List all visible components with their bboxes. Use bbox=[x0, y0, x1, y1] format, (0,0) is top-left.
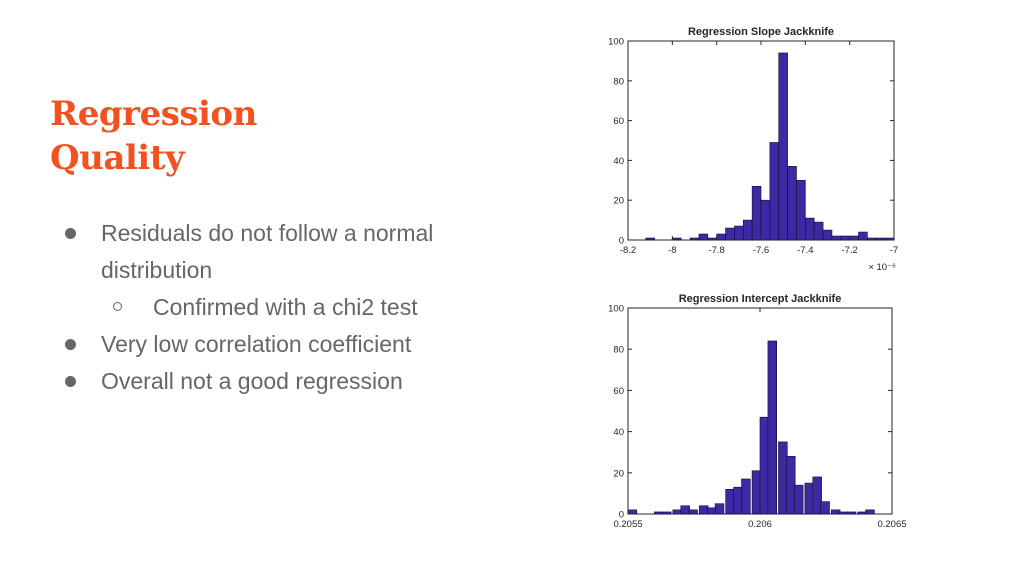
histogram-bar bbox=[822, 229, 833, 241]
bullet-text: Confirmed with a chi2 test bbox=[153, 294, 418, 320]
bullet-text: Very low correlation coefficient bbox=[101, 331, 412, 357]
x-tick-label: -7.8 bbox=[708, 245, 724, 256]
histogram-bar bbox=[645, 237, 655, 241]
histogram-bar bbox=[725, 488, 735, 515]
x-tick-label: -7 bbox=[890, 245, 898, 256]
intercept-jackknife-histogram: Regression Intercept Jackknife 0 20 40 60 80 1… bbox=[608, 293, 906, 530]
histogram-bar bbox=[716, 233, 726, 241]
slide-title: Regression Quality bbox=[50, 92, 350, 180]
histogram-bar bbox=[707, 237, 717, 241]
histogram-bar bbox=[794, 484, 804, 515]
histogram-bar bbox=[741, 478, 751, 515]
title-line-1: Regression bbox=[50, 94, 257, 134]
x-tick-label: -7.4 bbox=[797, 245, 813, 256]
histogram-bar bbox=[838, 511, 849, 515]
histogram-bar bbox=[706, 507, 717, 515]
chart-title: Regression Intercept Jackknife bbox=[679, 293, 842, 305]
x-tick-label: 0.2055 bbox=[613, 519, 642, 530]
y-tick-label: 0 bbox=[619, 510, 624, 521]
histogram-bar bbox=[714, 503, 725, 515]
histogram-bar bbox=[698, 233, 709, 241]
y-tick-label: 60 bbox=[613, 116, 624, 127]
bullet-item: Residuals do not follow a normal distrib… bbox=[60, 215, 520, 289]
histogram-bar bbox=[778, 441, 788, 515]
histogram-bar bbox=[796, 180, 806, 241]
histogram-bar bbox=[840, 235, 850, 241]
histogram-bar bbox=[672, 509, 682, 515]
histogram-bar bbox=[857, 511, 867, 515]
x-tick-label: -8 bbox=[668, 245, 676, 256]
histogram-bar bbox=[812, 476, 822, 515]
slope-jackknife-histogram: Regression Slope Jackknife 0 20 40 60 80 100 -8… bbox=[608, 26, 898, 273]
histogram-bar bbox=[831, 235, 842, 241]
x-tick-label: -8.2 bbox=[620, 245, 636, 256]
x-tick-label: -7.6 bbox=[753, 245, 769, 256]
histogram-bar bbox=[725, 227, 735, 241]
histogram-bar bbox=[760, 199, 771, 241]
histogram-bar bbox=[858, 231, 868, 241]
y-tick-label: 20 bbox=[613, 468, 624, 479]
x-tick-label: 0.206 bbox=[748, 519, 772, 530]
histogram-bar bbox=[734, 225, 744, 241]
title-line-2: Quality bbox=[50, 138, 185, 178]
histogram-bar bbox=[751, 470, 762, 515]
histogram-bar bbox=[698, 505, 709, 515]
histogram-bar bbox=[787, 166, 797, 241]
histogram-bar bbox=[767, 340, 778, 515]
y-tick-label: 100 bbox=[608, 304, 624, 315]
histogram-bar bbox=[769, 142, 780, 241]
bullet-item: Very low correlation coefficient bbox=[60, 326, 520, 363]
histogram-bar bbox=[662, 511, 672, 515]
x-tick-label: 0.2065 bbox=[877, 519, 906, 530]
bullet-list: Residuals do not follow a normal distrib… bbox=[60, 215, 520, 400]
y-tick-label: 40 bbox=[613, 427, 624, 438]
y-tick-label: 20 bbox=[613, 196, 624, 207]
bullet-circle-icon bbox=[113, 302, 122, 311]
y-tick-label: 60 bbox=[613, 386, 624, 397]
histogram-bar bbox=[627, 509, 638, 515]
x-tick-label: -7.2 bbox=[841, 245, 857, 256]
bullet-dot-icon bbox=[65, 228, 76, 239]
histogram-bar bbox=[805, 217, 815, 241]
histogram-bar bbox=[778, 52, 788, 241]
y-tick-label: 40 bbox=[613, 156, 624, 167]
histogram-bar bbox=[830, 509, 841, 515]
histogram-bar bbox=[654, 511, 664, 515]
histogram-bar bbox=[751, 185, 762, 241]
histogram-bar bbox=[680, 505, 690, 515]
bullet-item: Overall not a good regression bbox=[60, 363, 520, 400]
histogram-bar bbox=[875, 237, 886, 241]
histogram-bar bbox=[786, 456, 796, 515]
y-tick-label: 80 bbox=[613, 76, 624, 87]
histogram-bar bbox=[867, 237, 877, 241]
histogram-bar bbox=[688, 509, 698, 515]
y-tick-label: 0 bbox=[619, 236, 624, 247]
bullet-text: Overall not a good regression bbox=[101, 368, 403, 394]
histogram-bar bbox=[813, 221, 824, 241]
bullet-dot-icon bbox=[65, 339, 76, 350]
chart-title: Regression Slope Jackknife bbox=[688, 26, 834, 38]
bullet-dot-icon bbox=[65, 376, 76, 387]
histogram-bar bbox=[759, 416, 770, 515]
histogram-bar bbox=[820, 501, 830, 515]
histogram-bar bbox=[733, 486, 743, 515]
x-axis-exponent-label: × 10⁻⁶ bbox=[868, 262, 896, 273]
histogram-bar bbox=[865, 509, 875, 515]
bullet-text: Residuals do not follow a normal distrib… bbox=[101, 220, 434, 283]
sub-bullet-item: Confirmed with a chi2 test bbox=[60, 289, 520, 326]
histogram-bar bbox=[742, 219, 753, 241]
y-tick-label: 80 bbox=[613, 345, 624, 356]
histogram-bar bbox=[846, 511, 857, 515]
y-tick-label: 100 bbox=[608, 37, 624, 48]
histogram-bar bbox=[689, 237, 700, 241]
histogram-bar bbox=[672, 237, 682, 241]
histogram-bar bbox=[804, 482, 814, 515]
histogram-bar bbox=[849, 235, 859, 241]
